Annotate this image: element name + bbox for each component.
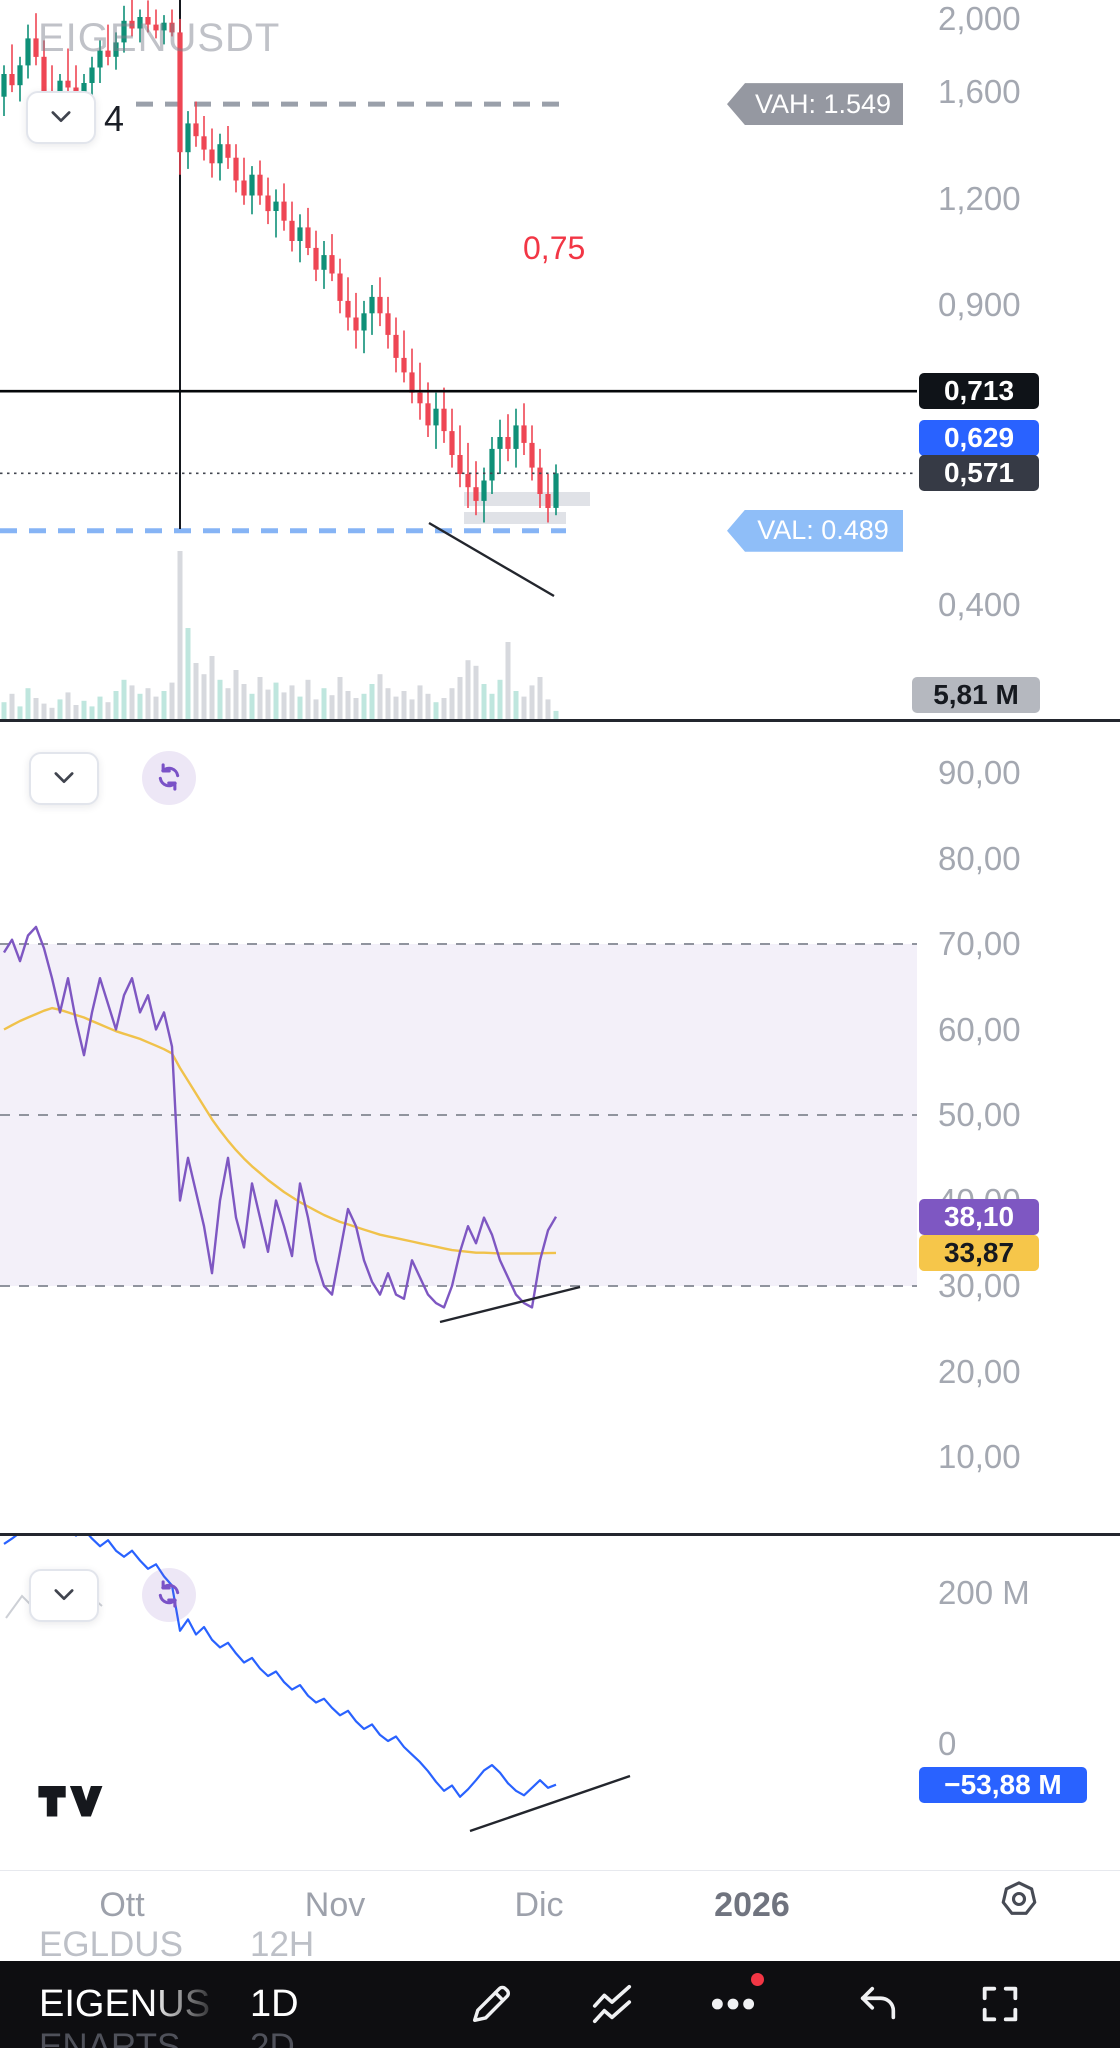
axis-label: 80,00 [938, 839, 1021, 877]
price-pane-collapse-button[interactable] [26, 91, 96, 144]
next-symbol-item[interactable]: ENARTS [39, 2027, 181, 2048]
cvd-value-badge: −53,88 M [919, 1766, 1087, 1803]
draw-icon [467, 1981, 513, 2030]
more-menu-icon [708, 1979, 758, 2032]
cvd-pane-collapse-button[interactable] [29, 1569, 99, 1622]
cvd-refresh-button[interactable] [142, 1568, 196, 1622]
time-tick: Ott [99, 1886, 145, 1924]
tradingview-logo [38, 1786, 106, 1833]
prev-symbol-item[interactable]: EGLDUS [39, 1925, 183, 1964]
interval-button[interactable]: 1D [250, 1983, 299, 2025]
axis-label: 2,000 [938, 0, 1021, 37]
axis-label: 0 [938, 1725, 957, 1762]
last-price-badge: 0,571 [919, 455, 1039, 492]
hline-price-badge: 0,713 [919, 373, 1039, 410]
fullscreen-icon [977, 1981, 1023, 2030]
axis-label: 50,00 [938, 1096, 1021, 1133]
chevron-down-icon [47, 102, 75, 133]
time-tick: 2026 [714, 1886, 790, 1924]
rsi-ma-value-badge: 33,87 [919, 1234, 1039, 1271]
fullscreen-button[interactable] [976, 1981, 1024, 2029]
val-badge: VAL: 0.489 [727, 509, 903, 552]
settings-gear-icon[interactable] [995, 1875, 1043, 1923]
axis-label: 70,00 [938, 925, 1021, 962]
prev-interval-item[interactable]: 12H [250, 1925, 315, 1964]
symbol-fade-overlay [150, 1961, 245, 2048]
rsi-value-badge: 38,10 [919, 1198, 1039, 1235]
indicators-button[interactable] [588, 1981, 636, 2029]
pane-divider[interactable] [0, 1533, 1120, 1536]
axis-label: 0,400 [938, 586, 1021, 624]
time-axis: Ott Nov Dic 2026 [0, 1870, 1120, 1924]
chevron-down-icon [50, 763, 78, 794]
axis-label: 90,00 [938, 754, 1021, 791]
bottom-toolbar: EIGENUS 1D [0, 1961, 1120, 2048]
next-interval-item[interactable]: 2D [250, 2027, 295, 2048]
refresh-icon [153, 1578, 185, 1613]
chevron-down-icon [50, 1580, 78, 1611]
axis-label: 10,00 [938, 1438, 1021, 1475]
price-pane-canvas [0, 0, 917, 719]
undo-button[interactable] [854, 1981, 902, 2029]
collapsed-drawings-count: 4 [104, 98, 125, 139]
refresh-icon [153, 761, 185, 796]
pane-divider[interactable] [0, 719, 1120, 722]
axis-label: 60,00 [938, 1010, 1021, 1048]
more-menu-button[interactable] [709, 1981, 757, 2029]
axis-label: 0,900 [938, 285, 1021, 323]
price-annotation: 0,75 [523, 230, 586, 266]
time-tick: Dic [514, 1886, 564, 1924]
time-tick: Nov [304, 1886, 366, 1924]
volume-value-badge: 5,81 M [912, 677, 1040, 713]
alert-price-badge: 0,629 [919, 419, 1039, 456]
vah-badge: VAH: 1.549 [727, 83, 903, 126]
indicators-icon [589, 1981, 635, 2030]
notification-dot [751, 1973, 764, 1986]
axis-label: 1,600 [938, 73, 1021, 111]
axis-label: 200 M [938, 1574, 1030, 1611]
axis-label: 20,00 [938, 1352, 1021, 1390]
symbol-watermark: EIGENUSDT [38, 16, 281, 60]
draw-button[interactable] [466, 1981, 514, 2029]
undo-icon [855, 1981, 901, 2030]
axis-label: 30,00 [938, 1267, 1021, 1304]
rsi-pane-canvas [0, 925, 917, 1324]
axis-label: 1,200 [938, 179, 1021, 217]
rsi-refresh-button[interactable] [142, 751, 196, 805]
rsi-pane-collapse-button[interactable] [29, 752, 99, 805]
